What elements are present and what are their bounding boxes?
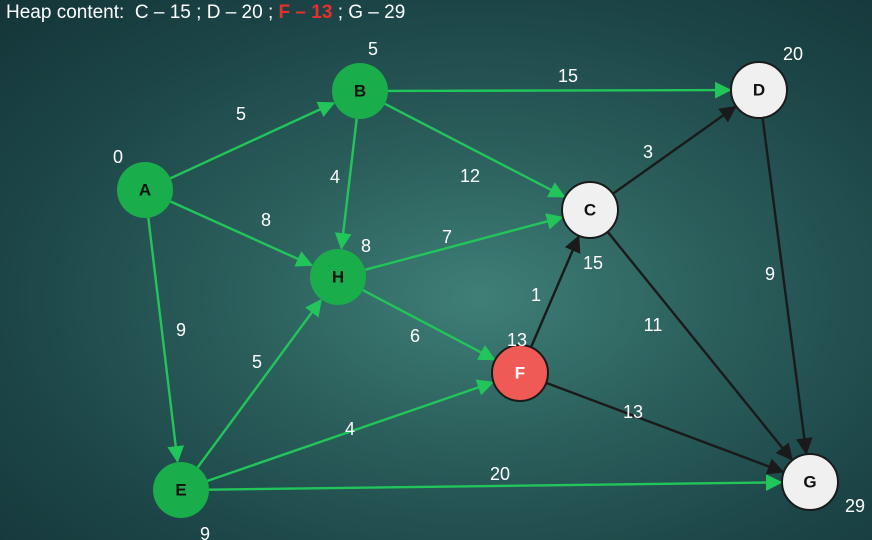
heap-separator: ; <box>267 2 274 23</box>
nodes-layer: A B C D E F G H <box>117 61 839 518</box>
node-distance-c: 15 <box>583 253 603 273</box>
edge-c-g <box>606 231 793 461</box>
edge-c-d <box>612 105 737 195</box>
node-b: B <box>332 63 388 119</box>
edge-weight-a-e: 9 <box>176 320 186 340</box>
edge-a-e <box>147 217 185 463</box>
node-d: D <box>730 61 788 119</box>
edge-weight-c-g: 11 <box>644 315 663 335</box>
heap-separator: ; <box>196 2 202 23</box>
heap-label: Heap content: <box>6 2 125 23</box>
node-c: C <box>561 181 619 239</box>
node-label-b: B <box>354 81 366 100</box>
edge-b-c <box>384 102 566 198</box>
node-circle-g <box>781 453 839 511</box>
edge-weight-b-c: 12 <box>460 166 480 186</box>
edge-weight-b-h: 4 <box>330 167 340 187</box>
node-f: F <box>491 344 549 402</box>
edge-weight-e-g: 20 <box>490 464 510 484</box>
edge-weight-a-h: 8 <box>261 210 271 230</box>
node-circle-d <box>730 61 788 119</box>
node-circle-h <box>310 249 366 305</box>
edge-d-g <box>761 117 813 455</box>
edge-b-h <box>334 118 358 250</box>
edge-weight-e-h: 5 <box>252 352 262 372</box>
heap-item-d: D – 20 <box>206 2 263 23</box>
heap-item-g: G – 29 <box>348 2 406 23</box>
node-distance-d: 20 <box>783 44 803 64</box>
edge-f-c <box>529 235 581 348</box>
edge-e-h <box>196 298 322 469</box>
node-label-d: D <box>753 80 765 99</box>
node-h: H <box>310 249 366 305</box>
edge-weight-f-c: 1 <box>531 285 541 305</box>
node-circle-a <box>117 162 173 218</box>
node-label-a: A <box>139 180 151 199</box>
edge-h-c <box>364 213 564 271</box>
edge-weight-e-f: 4 <box>345 419 355 439</box>
edge-weight-b-d: 15 <box>558 66 578 86</box>
node-distance-a: 0 <box>113 147 123 167</box>
edge-b-d <box>387 81 732 99</box>
edge-weight-f-g: 13 <box>623 402 643 422</box>
node-circle-c <box>561 181 619 239</box>
node-e: E <box>153 462 209 518</box>
heap-item-c: C – 15 <box>134 2 191 23</box>
heap-item-f: F – 13 <box>278 2 333 23</box>
edge-h-f <box>362 289 496 361</box>
edge-e-g <box>208 474 783 491</box>
node-distance-b: 5 <box>368 39 378 59</box>
node-label-e: E <box>175 480 186 499</box>
node-label-h: H <box>332 267 344 286</box>
heap-content: Heap content: C – 15 ; D – 20 ; F – 13 ;… <box>6 0 405 26</box>
node-label-f: F <box>515 363 525 382</box>
node-label-g: G <box>803 472 816 491</box>
node-distance-h: 8 <box>361 236 371 256</box>
node-distance-e: 9 <box>200 524 210 540</box>
edge-weight-h-c: 7 <box>442 227 452 247</box>
node-circle-b <box>332 63 388 119</box>
node-g: G <box>781 453 839 511</box>
node-distance-f: 13 <box>507 330 527 350</box>
node-label-c: C <box>584 200 596 219</box>
edge-weight-h-f: 6 <box>410 326 420 346</box>
node-a: A <box>117 162 173 218</box>
heap-separator: ; <box>337 2 343 23</box>
node-circle-f <box>491 344 549 402</box>
edge-a-b <box>169 101 336 180</box>
edge-f-g <box>545 381 785 475</box>
edge-weight-c-d: 3 <box>643 142 653 162</box>
edge-a-h <box>170 200 314 267</box>
edge-weight-a-b: 5 <box>236 104 246 124</box>
node-distance-g: 29 <box>845 496 865 516</box>
edges-layer <box>147 81 813 491</box>
node-circle-e <box>153 462 209 518</box>
edge-e-f <box>207 379 495 482</box>
edge-weight-d-g: 9 <box>765 264 775 284</box>
